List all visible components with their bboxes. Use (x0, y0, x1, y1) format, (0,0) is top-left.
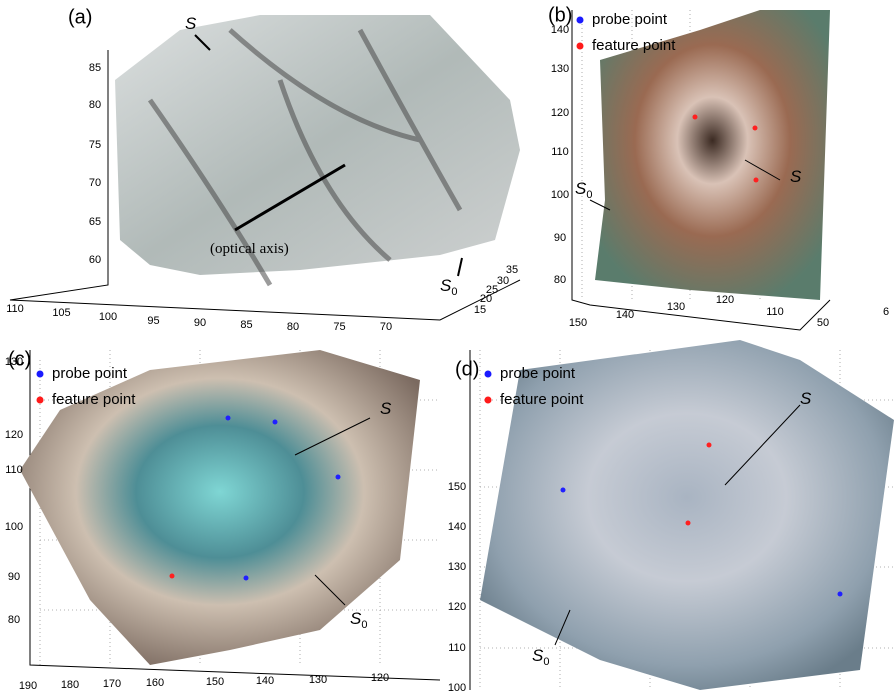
y-tick-label: 100 (551, 189, 569, 201)
legend-label: probe point (500, 365, 576, 382)
annotation-text: S (575, 179, 587, 198)
annotation: S (380, 399, 392, 418)
x-tick-label: 140 (256, 675, 274, 687)
annotation: (optical axis) (210, 241, 289, 257)
legend-label: probe point (592, 11, 668, 28)
annotation-subscript: 0 (451, 286, 457, 298)
annotation-text: (optical axis) (210, 241, 289, 257)
y-tick-label: 120 (5, 429, 23, 441)
x-tick-label: 180 (61, 679, 79, 691)
y-tick-label: 80 (554, 274, 566, 286)
x-tick-label: 160 (146, 677, 164, 689)
y-tick-label: 100 (5, 521, 23, 533)
surface-a (115, 15, 520, 275)
x-tick-label: 80 (287, 321, 299, 333)
y-tick-label: 65 (89, 216, 101, 228)
y-tick-label: 130 (551, 63, 569, 75)
z-tick-label: 15 (474, 304, 486, 316)
y-tick-label: 90 (8, 571, 20, 583)
x-tick-label: 150 (206, 676, 224, 688)
annotation-text: S (790, 167, 802, 186)
z-tick-label: 30 (497, 275, 509, 287)
annotation-text: S (800, 389, 812, 408)
x-tick-label: 110 (766, 306, 784, 318)
y-tick-label: 120 (448, 601, 466, 613)
x-tick-label: 190 (19, 680, 37, 692)
x-tick-label: 100 (99, 311, 117, 323)
annotation: S (185, 14, 197, 33)
x-tick-label: 85 (240, 319, 252, 331)
x-tick-label: 120 (371, 672, 389, 684)
x-tick-label: 120 (716, 294, 734, 306)
y-tick-label: 130 (448, 561, 466, 573)
y-tick-label: 100 (448, 682, 466, 694)
y-tick-label: 110 (448, 642, 466, 654)
figure: (a)8580757065601101051009590858075703530… (0, 0, 894, 696)
y-tick-label: 140 (448, 521, 466, 533)
y-tick-label: 110 (551, 146, 569, 158)
legend-label: probe point (52, 365, 128, 382)
y-tick-label: 130 (5, 356, 23, 368)
y-tick-label: 120 (551, 107, 569, 119)
annotation-text: S (380, 399, 392, 418)
legend-label: feature point (592, 37, 676, 54)
annotation: S (790, 167, 802, 186)
legend-label: feature point (52, 391, 136, 408)
annotation-text: S (440, 276, 452, 295)
x-tick-label: 130 (667, 301, 685, 313)
panel-label: (d) (455, 358, 479, 380)
x-tick-label: 105 (52, 307, 70, 319)
x-tick-label: 70 (380, 321, 392, 333)
x-tick-label: 95 (147, 315, 159, 327)
z-tick-label: 6 (883, 306, 889, 318)
y-tick-label: 70 (89, 177, 101, 189)
y-tick-label: 90 (554, 232, 566, 244)
x-tick-label: 110 (6, 303, 24, 315)
legend-marker (37, 397, 44, 404)
annotation: S0 (532, 646, 549, 667)
annotation-subscript: 0 (586, 189, 592, 201)
annotation-text: S (185, 14, 197, 33)
legend-marker (577, 17, 584, 24)
y-tick-label: 80 (89, 99, 101, 111)
annotation: S (800, 389, 812, 408)
x-tick-label: 75 (333, 321, 345, 333)
y-tick-label: 110 (5, 464, 23, 476)
y-tick-label: 150 (448, 481, 466, 493)
legend-marker (485, 397, 492, 404)
legend-marker (37, 371, 44, 378)
y-tick-label: 60 (89, 254, 101, 266)
panel-label: (a) (68, 6, 92, 28)
x-tick-label: 150 (569, 317, 587, 329)
y-tick-label: 85 (89, 62, 101, 74)
y-tick-label: 80 (8, 614, 20, 626)
x-tick-label: 90 (194, 317, 206, 329)
annotation-text: S (532, 646, 544, 665)
legend-marker (485, 371, 492, 378)
legend-label: feature point (500, 391, 584, 408)
annotation: S0 (440, 276, 457, 297)
annotation-subscript: 0 (361, 619, 367, 631)
annotation: S0 (350, 609, 367, 630)
y-tick-label: 75 (89, 139, 101, 151)
z-tick-label: 50 (817, 317, 829, 329)
legend-marker (577, 43, 584, 50)
x-tick-label: 140 (616, 309, 634, 321)
x-tick-label: 130 (309, 674, 327, 686)
annotation-subscript: 0 (543, 656, 549, 668)
annotation: S0 (575, 179, 592, 200)
annotation-text: S (350, 609, 362, 628)
y-tick-label: 140 (551, 24, 569, 36)
x-tick-label: 170 (103, 678, 121, 690)
